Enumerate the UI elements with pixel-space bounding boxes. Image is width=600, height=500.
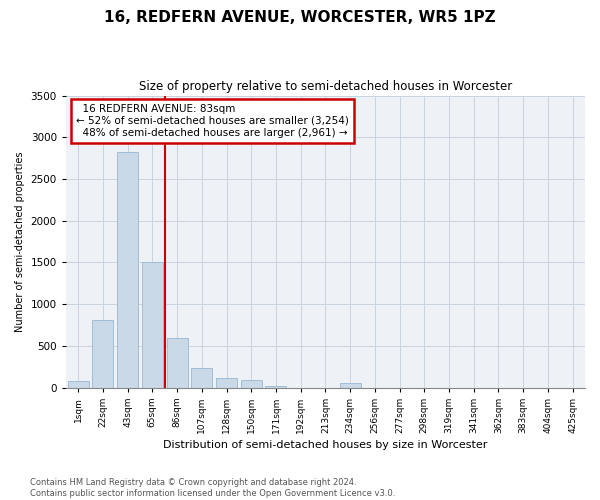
Title: Size of property relative to semi-detached houses in Worcester: Size of property relative to semi-detach…: [139, 80, 512, 93]
Bar: [68, 382, 89, 388]
Bar: [241, 380, 262, 388]
Text: Contains HM Land Registry data © Crown copyright and database right 2024.
Contai: Contains HM Land Registry data © Crown c…: [30, 478, 395, 498]
X-axis label: Distribution of semi-detached houses by size in Worcester: Distribution of semi-detached houses by …: [163, 440, 488, 450]
Text: 16 REDFERN AVENUE: 83sqm
← 52% of semi-detached houses are smaller (3,254)
  48%: 16 REDFERN AVENUE: 83sqm ← 52% of semi-d…: [76, 104, 349, 138]
Bar: [191, 368, 212, 388]
Bar: [265, 386, 286, 388]
Y-axis label: Number of semi-detached properties: Number of semi-detached properties: [15, 152, 25, 332]
Bar: [92, 320, 113, 388]
Text: 16, REDFERN AVENUE, WORCESTER, WR5 1PZ: 16, REDFERN AVENUE, WORCESTER, WR5 1PZ: [104, 10, 496, 25]
Bar: [142, 262, 163, 388]
Bar: [216, 378, 237, 388]
Bar: [117, 152, 138, 388]
Bar: [340, 384, 361, 388]
Bar: [167, 338, 188, 388]
